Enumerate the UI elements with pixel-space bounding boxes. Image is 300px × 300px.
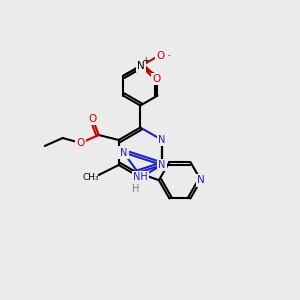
Text: N: N — [120, 148, 127, 158]
Text: NH: NH — [133, 172, 148, 182]
Text: CH₃: CH₃ — [82, 172, 99, 182]
Text: O: O — [76, 138, 85, 148]
Text: O: O — [156, 51, 164, 61]
Text: +: + — [142, 56, 148, 65]
Text: O: O — [152, 74, 160, 84]
Text: N: N — [158, 135, 166, 145]
Text: O: O — [88, 114, 97, 124]
Text: N: N — [197, 175, 205, 185]
Text: N: N — [158, 160, 166, 170]
Text: H: H — [132, 184, 139, 194]
Text: -: - — [168, 51, 171, 60]
Text: N: N — [137, 61, 145, 71]
